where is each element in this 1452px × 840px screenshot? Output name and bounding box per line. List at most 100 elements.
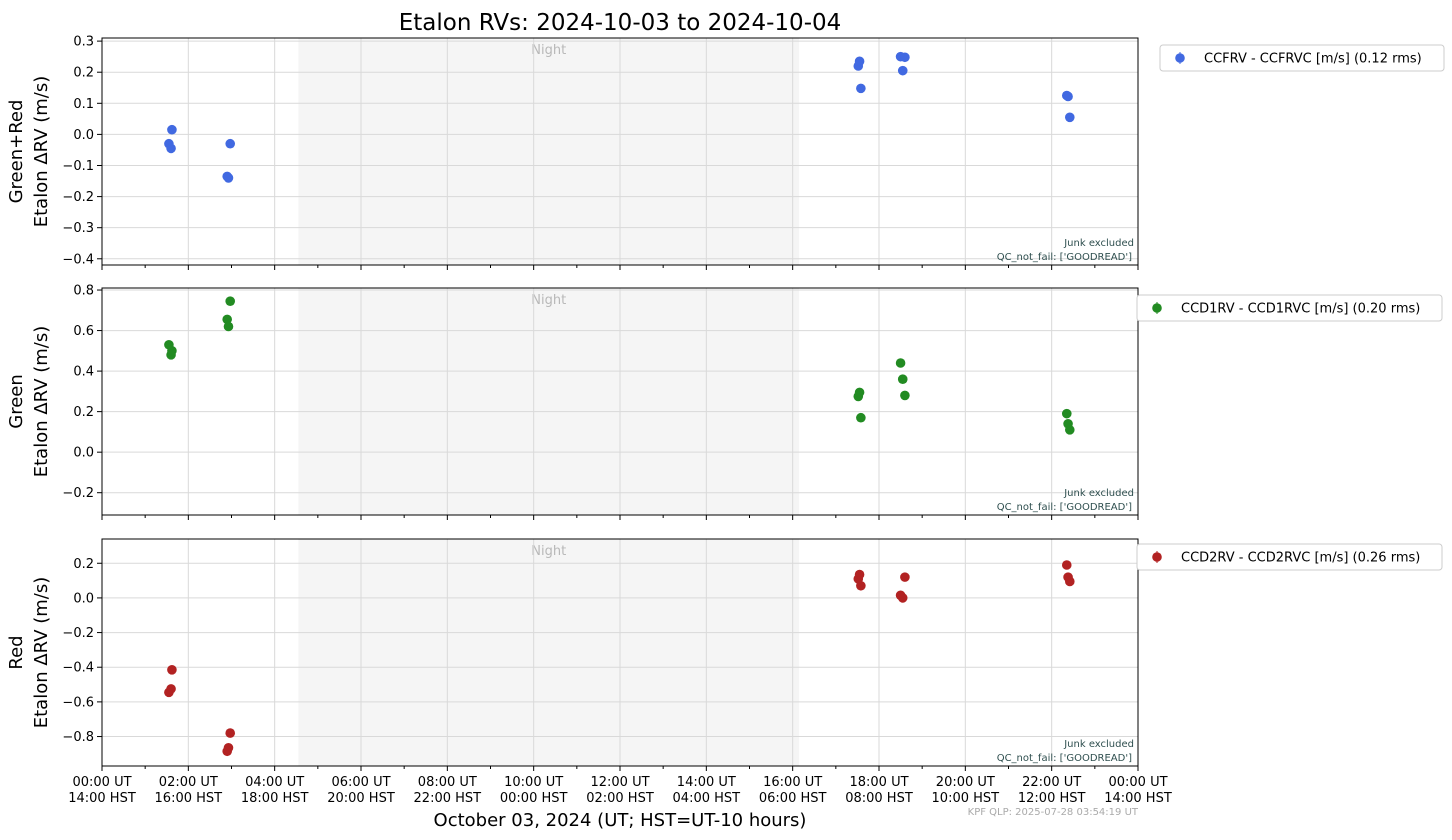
- x-tick-label-hst: 14:00 HST: [1104, 791, 1172, 806]
- panel-2: Night −0.2 0.0 0.2 0.4 0.6 0.8 Green Etalon ΔRV …: [6, 284, 1443, 520]
- legend-marker: [1152, 303, 1162, 313]
- note-junk: Junk excluded: [1063, 488, 1134, 499]
- legend-box: [1136, 543, 1443, 571]
- x-tick-label-ut: 00:00 UT: [1108, 775, 1167, 790]
- data-point: [1063, 91, 1073, 102]
- data-point: [856, 580, 866, 591]
- note-qc: QC_not_fail: ['GOODREAD']: [997, 252, 1132, 263]
- data-point: [854, 387, 865, 398]
- data-point: [223, 173, 234, 183]
- data-point: [897, 65, 908, 76]
- plot-frame: [101, 538, 1139, 767]
- data-point: [897, 593, 908, 603]
- plot-frame: [101, 37, 1139, 266]
- data-point: [1061, 408, 1072, 419]
- note-junk: Junk excluded: [1063, 238, 1134, 249]
- panels: Night −0.4 −0.3 −0.2 −0.1 0.0 0.1 0.2 0.3 Green+R…: [6, 35, 1445, 771]
- x-tick-label-hst: 16:00 HST: [155, 791, 223, 806]
- data-point: [856, 83, 866, 94]
- y-axis-label-line2: Etalon ΔRV (m/s): [31, 326, 52, 478]
- y-tick-label: −0.2: [62, 486, 94, 501]
- y-axis-label-line1: Green: [6, 374, 27, 429]
- y-tick-label: 0.0: [73, 128, 94, 143]
- data-point: [900, 390, 910, 401]
- data-point: [1064, 112, 1075, 123]
- data-point: [225, 728, 236, 738]
- data-point: [223, 321, 234, 332]
- x-tick-label-hst: 18:00 HST: [241, 791, 309, 806]
- y-axis-label-line1: Red: [6, 635, 27, 669]
- legend: CCFRV - CCFRVC [m/s] (0.12 rms): [1159, 44, 1445, 72]
- y-tick-label: −0.8: [62, 730, 94, 745]
- y-tick-label: −0.3: [62, 221, 94, 236]
- data-point: [222, 314, 232, 325]
- y-tick-label: 0.2: [73, 405, 94, 420]
- legend: CCD1RV - CCD1RVC [m/s] (0.20 rms): [1136, 294, 1443, 322]
- x-tick-label-ut: 20:00 UT: [936, 775, 995, 790]
- data-point: [900, 572, 910, 582]
- y-tick-label: 0.3: [73, 35, 94, 50]
- data-point: [225, 296, 236, 306]
- data-point: [225, 138, 236, 149]
- x-tick-label-hst: 22:00 HST: [414, 791, 482, 806]
- y-tick-label: 0.1: [73, 97, 94, 112]
- legend-box: [1136, 294, 1443, 322]
- data-point: [854, 569, 865, 580]
- y-tick-label: 0.0: [73, 446, 94, 461]
- y-axis-label-line2: Etalon ΔRV (m/s): [31, 76, 52, 228]
- x-tick-label-ut: 00:00 UT: [72, 775, 131, 790]
- x-tick-label-ut: 22:00 UT: [1022, 775, 1081, 790]
- x-tick-label-ut: 18:00 UT: [849, 775, 908, 790]
- y-tick-label: 0.2: [73, 66, 94, 81]
- panel-3: Night −0.8 −0.6 −0.4 −0.2 0.0 0.2 Red Etalon ΔRV…: [6, 538, 1443, 771]
- x-tick-label-hst: 04:00 HST: [673, 791, 741, 806]
- note-qc: QC_not_fail: ['GOODREAD']: [997, 502, 1132, 513]
- y-tick-label: 0.2: [73, 557, 94, 572]
- data-point: [167, 665, 177, 675]
- x-tick-label-ut: 16:00 UT: [763, 775, 822, 790]
- night-band: [298, 288, 800, 515]
- legend-label: CCD2RV - CCD2RVC [m/s] (0.26 rms): [1181, 551, 1420, 566]
- x-tick-label-hst: 20:00 HST: [327, 791, 395, 806]
- night-label: Night: [531, 43, 566, 58]
- data-point: [897, 374, 908, 385]
- chart-title: Etalon RVs: 2024-10-03 to 2024-10-04: [399, 10, 842, 36]
- data-point: [166, 143, 176, 154]
- y-tick-label: −0.6: [62, 695, 94, 710]
- x-tick-label-ut: 02:00 UT: [159, 775, 218, 790]
- note-qc: QC_not_fail: ['GOODREAD']: [997, 753, 1132, 764]
- x-tick-label-hst: 06:00 HST: [759, 791, 827, 806]
- legend: CCD2RV - CCD2RVC [m/s] (0.26 rms): [1136, 543, 1443, 571]
- x-tick-label-ut: 08:00 UT: [418, 775, 477, 790]
- y-tick-label: −0.2: [62, 626, 94, 641]
- night-label: Night: [531, 293, 566, 308]
- legend-marker: [1175, 53, 1185, 63]
- y-tick-label: −0.2: [62, 190, 94, 205]
- legend-label: CCFRV - CCFRVC [m/s] (0.12 rms): [1204, 52, 1422, 67]
- data-point: [895, 358, 906, 368]
- x-tick-label-ut: 06:00 UT: [331, 775, 390, 790]
- x-tick-label-hst: 10:00 HST: [932, 791, 1000, 806]
- x-tick-label-ut: 10:00 UT: [504, 775, 563, 790]
- data-point: [167, 346, 177, 356]
- x-tick-label-hst: 14:00 HST: [68, 791, 136, 806]
- note-junk: Junk excluded: [1063, 739, 1134, 750]
- y-axis-label-line1: Green+Red: [6, 100, 27, 204]
- data-point: [1064, 576, 1075, 587]
- x-tick-label-hst: 08:00 HST: [845, 791, 913, 806]
- y-tick-label: 0.0: [73, 591, 94, 606]
- data-point: [900, 52, 910, 63]
- y-axis-label-line2: Etalon ΔRV (m/s): [31, 577, 52, 729]
- x-tick-label-hst: 02:00 HST: [586, 791, 654, 806]
- legend-marker: [1152, 552, 1162, 562]
- x-tick-label-ut: 14:00 UT: [677, 775, 736, 790]
- x-tick-label-hst: 00:00 HST: [500, 791, 568, 806]
- footer-timestamp: KPF QLP: 2025-07-28 03:54:19 UT: [968, 807, 1139, 818]
- data-point: [854, 56, 865, 67]
- data-point: [167, 124, 177, 135]
- data-point: [856, 412, 866, 423]
- legend-label: CCD1RV - CCD1RVC [m/s] (0.20 rms): [1181, 302, 1420, 317]
- data-point: [1064, 425, 1075, 435]
